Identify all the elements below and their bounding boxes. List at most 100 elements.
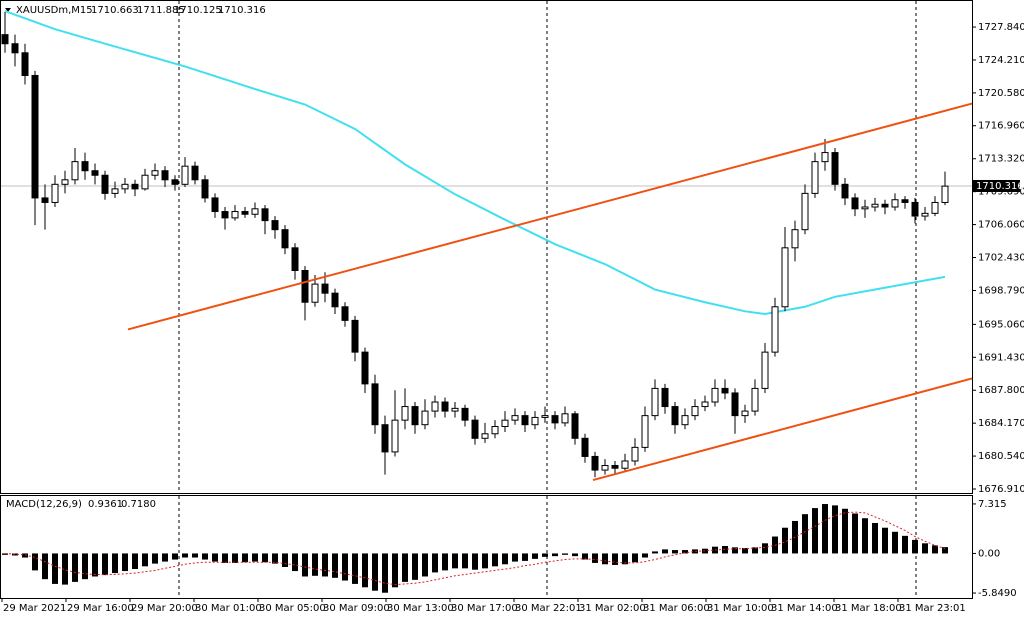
x-tick-label: 31 Mar 02:00 <box>579 603 646 614</box>
macd-bar <box>862 518 868 554</box>
macd-label: MACD(12,26,9) <box>6 499 82 510</box>
candle-body <box>271 220 279 231</box>
macd-bar <box>472 553 478 570</box>
candle-body <box>71 161 79 181</box>
macd-bar <box>172 553 178 560</box>
candle-body <box>291 247 299 271</box>
x-tick-label: 30 Mar 09:00 <box>323 603 390 614</box>
candle-body <box>441 401 449 412</box>
candle-body <box>491 426 499 435</box>
x-tick-label: 30 Mar 01:00 <box>195 603 262 614</box>
candle-body <box>831 152 839 185</box>
x-tick-label: 30 Mar 22:01 <box>515 603 582 614</box>
candle-body <box>671 406 679 426</box>
header-low: 1710.125 <box>174 5 222 16</box>
candle-body <box>471 419 479 439</box>
menu-arrow[interactable] <box>5 8 11 12</box>
y-tick-label: 1706.060 <box>978 220 1024 231</box>
header-open: 1710.663 <box>91 5 139 16</box>
y-tick-label: 1680.540 <box>978 451 1024 462</box>
candle-body <box>621 460 629 469</box>
macd-bar <box>882 527 888 554</box>
y-tick-label: 1698.790 <box>978 286 1024 297</box>
macd-bar <box>712 546 718 554</box>
candle-body <box>601 465 609 471</box>
macd-bar <box>252 553 258 562</box>
current-price-label: 1710.316 <box>976 181 1024 192</box>
macd-bar <box>422 553 428 577</box>
macd-bar <box>92 553 98 577</box>
candle-body <box>681 415 689 426</box>
x-tick-label: 30 Mar 17:00 <box>451 603 518 614</box>
macd-bar <box>282 553 288 567</box>
macd-bar <box>622 553 628 565</box>
macd-bar <box>802 514 808 554</box>
macd-bar <box>692 549 698 554</box>
trendline <box>127 102 973 331</box>
macd-bar <box>392 553 398 588</box>
candle-body <box>611 465 619 469</box>
candle-body <box>861 206 869 210</box>
moving-average <box>4 10 946 316</box>
candle-body <box>201 179 209 199</box>
candle-body <box>391 419 399 453</box>
macd-bar <box>22 553 28 558</box>
candle-body <box>631 446 639 462</box>
x-tick-label: 31 Mar 23:01 <box>899 603 966 614</box>
candle-body <box>301 269 309 303</box>
macd-bar <box>682 550 688 554</box>
candle-body <box>131 183 139 190</box>
candle-body <box>381 424 389 453</box>
candle-body <box>331 292 339 308</box>
macd-bar <box>492 553 498 567</box>
macd-bar <box>442 553 448 571</box>
candle-body <box>221 211 229 219</box>
macd-bar <box>642 553 648 558</box>
y-tick-label: 1709.690 <box>978 187 1024 198</box>
candle-body <box>31 74 39 199</box>
candle-body <box>371 383 379 426</box>
symbol-label: XAUUSDm,M15 <box>16 5 93 16</box>
macd-bar <box>302 553 308 577</box>
macd-bar <box>602 553 608 565</box>
candle-body <box>281 229 289 249</box>
macd-bar <box>412 553 418 580</box>
macd-bar <box>452 553 458 569</box>
candle-body <box>771 306 779 353</box>
candle-body <box>531 416 539 426</box>
macd-bar <box>72 553 78 582</box>
macd-bar <box>292 553 298 572</box>
candle-body <box>161 170 169 181</box>
macd-bar <box>572 553 578 557</box>
candle-body <box>871 203 879 208</box>
candle-body <box>151 170 159 176</box>
macd-bar <box>342 553 348 581</box>
y-tick-label: 1720.580 <box>978 88 1024 99</box>
candle-body <box>691 406 699 417</box>
candle-body <box>81 161 89 172</box>
candle-body <box>901 199 909 203</box>
macd-bar <box>662 549 668 554</box>
candle-body <box>401 406 409 421</box>
candle-body <box>311 283 319 303</box>
y-tick-label: 1716.960 <box>978 121 1024 132</box>
candle-body <box>61 179 69 185</box>
candle-body <box>651 387 659 417</box>
macd-bar <box>52 553 58 584</box>
macd-y-tick-label: 0.00 <box>978 548 1000 559</box>
candle-body <box>711 387 719 403</box>
candle-body <box>931 201 939 214</box>
macd-bar <box>672 550 678 554</box>
macd-bar <box>132 553 138 570</box>
candle-body <box>851 197 859 210</box>
x-tick-label: 31 Mar 06:00 <box>643 603 710 614</box>
macd-bar <box>42 553 48 580</box>
y-tick-label: 1695.060 <box>978 319 1024 330</box>
x-tick-label: 31 Mar 18:00 <box>835 603 902 614</box>
macd-bar <box>122 553 128 572</box>
macd-bar <box>2 553 8 555</box>
candle-body <box>261 208 269 222</box>
candle-body <box>481 433 489 439</box>
candle-body <box>411 406 419 426</box>
